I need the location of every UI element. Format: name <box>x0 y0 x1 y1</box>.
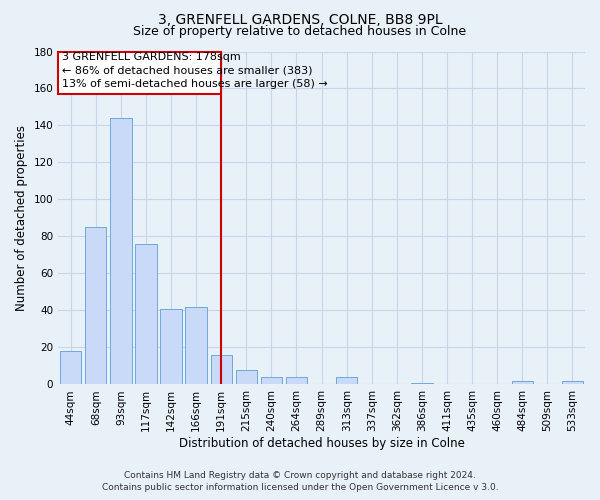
FancyBboxPatch shape <box>58 52 221 94</box>
Text: 3 GRENFELL GARDENS: 178sqm
← 86% of detached houses are smaller (383)
13% of sem: 3 GRENFELL GARDENS: 178sqm ← 86% of deta… <box>62 52 328 89</box>
Bar <box>60 351 82 384</box>
Bar <box>136 244 157 384</box>
Bar <box>185 307 207 384</box>
Text: Size of property relative to detached houses in Colne: Size of property relative to detached ho… <box>133 25 467 38</box>
Bar <box>110 118 131 384</box>
Bar <box>211 355 232 384</box>
X-axis label: Distribution of detached houses by size in Colne: Distribution of detached houses by size … <box>179 437 464 450</box>
Bar <box>261 377 282 384</box>
Bar <box>160 308 182 384</box>
Bar <box>286 377 307 384</box>
Y-axis label: Number of detached properties: Number of detached properties <box>15 125 28 311</box>
Text: 3, GRENFELL GARDENS, COLNE, BB8 9PL: 3, GRENFELL GARDENS, COLNE, BB8 9PL <box>158 12 442 26</box>
Bar <box>236 370 257 384</box>
Bar <box>85 227 106 384</box>
Text: Contains HM Land Registry data © Crown copyright and database right 2024.
Contai: Contains HM Land Registry data © Crown c… <box>101 471 499 492</box>
Bar <box>512 381 533 384</box>
Bar <box>562 381 583 384</box>
Bar <box>336 377 358 384</box>
Bar <box>411 382 433 384</box>
